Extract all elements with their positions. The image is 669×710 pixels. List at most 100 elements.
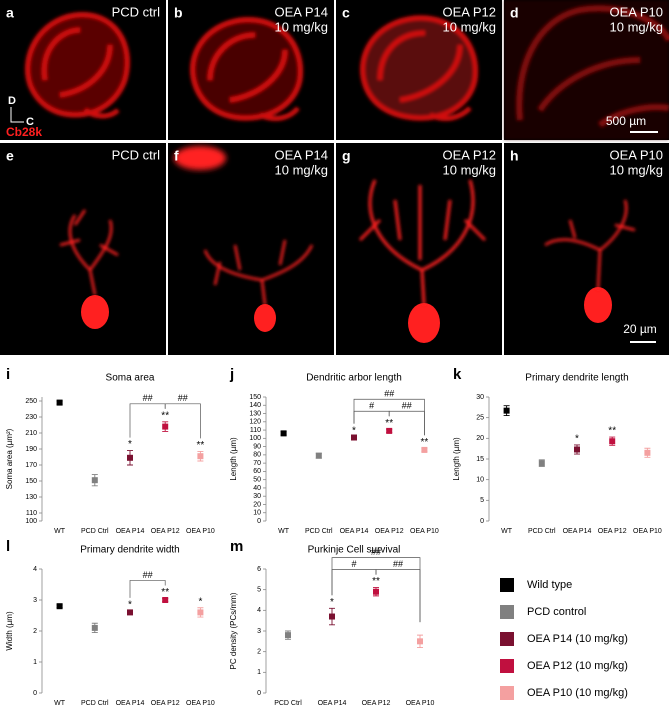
x-tick-label: OEA P10 bbox=[410, 528, 439, 535]
legend-label: OEA P14 (10 mg/kg) bbox=[527, 633, 628, 645]
scale-bar-label: 20 µm bbox=[623, 322, 657, 336]
y-tick-label: 15 bbox=[476, 456, 484, 463]
legend-label: Wild type bbox=[527, 579, 572, 591]
x-tick-label: WT bbox=[54, 700, 66, 707]
panel-label: 10 mg/kg bbox=[443, 19, 496, 34]
panel-label: OEA P14 bbox=[275, 147, 328, 162]
chart-title: Primary dendrite length bbox=[525, 373, 628, 384]
panel-letter: c bbox=[342, 5, 350, 21]
data-point bbox=[280, 430, 287, 437]
y-tick-label: 3 bbox=[257, 628, 261, 635]
legend-swatch bbox=[500, 605, 514, 619]
data-point bbox=[197, 453, 204, 460]
y-axis-label: PC density (PCs/mm) bbox=[229, 592, 238, 669]
y-axis-label: Soma area (µm²) bbox=[5, 428, 14, 489]
y-tick-label: 250 bbox=[25, 398, 37, 405]
data-point bbox=[386, 427, 393, 434]
significance-star: * bbox=[128, 439, 132, 450]
panel-label: OEA P10 bbox=[610, 147, 663, 162]
y-tick-label: 140 bbox=[249, 402, 261, 409]
panel-letter: i bbox=[6, 366, 10, 383]
y-tick-label: 130 bbox=[25, 494, 37, 501]
data-point bbox=[417, 638, 423, 645]
panel-letter: f bbox=[174, 148, 179, 164]
y-tick-label: 4 bbox=[33, 566, 37, 573]
y-tick-label: 25 bbox=[476, 415, 484, 422]
y-tick-label: 80 bbox=[253, 452, 261, 459]
panel-letter: a bbox=[6, 5, 14, 21]
x-tick-label: PCD Ctrl bbox=[81, 528, 109, 535]
panel-label: 10 mg/kg bbox=[610, 162, 663, 177]
significance-star: ** bbox=[372, 576, 380, 587]
data-point bbox=[91, 624, 98, 631]
y-tick-label: 120 bbox=[249, 419, 261, 426]
significance-star: ** bbox=[421, 437, 429, 448]
y-tick-label: 100 bbox=[25, 518, 37, 525]
y-tick-label: 5 bbox=[480, 497, 484, 504]
x-tick-label: PCD Ctrl bbox=[81, 700, 109, 707]
y-tick-label: 4 bbox=[257, 607, 261, 614]
significance-bracket bbox=[164, 403, 201, 439]
chart-title: Dendritic arbor length bbox=[306, 373, 402, 384]
x-tick-label: PCD Ctrl bbox=[274, 700, 302, 707]
y-tick-label: 110 bbox=[26, 510, 37, 517]
data-point bbox=[91, 477, 98, 484]
y-tick-label: 0 bbox=[33, 690, 37, 697]
data-point bbox=[574, 446, 580, 453]
data-point bbox=[56, 603, 63, 610]
y-tick-label: 5 bbox=[257, 587, 261, 594]
y-tick-label: 30 bbox=[476, 394, 484, 401]
x-tick-label: OEA P10 bbox=[186, 528, 215, 535]
x-tick-label: OEA P12 bbox=[151, 700, 180, 707]
significance-star: ** bbox=[385, 418, 393, 429]
y-axis-label: Width (µm) bbox=[5, 611, 14, 651]
significance-label: ## bbox=[143, 570, 153, 580]
x-tick-label: OEA P12 bbox=[375, 528, 404, 535]
x-tick-label: OEA P12 bbox=[362, 700, 391, 707]
legend-swatch bbox=[500, 578, 514, 592]
y-tick-label: 30 bbox=[253, 493, 261, 500]
y-tick-label: 10 bbox=[476, 477, 484, 484]
x-tick-label: OEA P12 bbox=[151, 528, 180, 535]
panel-label: 10 mg/kg bbox=[610, 19, 663, 34]
panel-letter: k bbox=[453, 366, 462, 383]
x-tick-label: PCD Ctrl bbox=[528, 528, 556, 535]
data-point bbox=[315, 452, 322, 459]
panel-label: 10 mg/kg bbox=[275, 19, 328, 34]
legend-label: OEA P10 (10 mg/kg) bbox=[527, 687, 628, 699]
x-tick-label: PCD Ctrl bbox=[305, 528, 333, 535]
panel-label: OEA P12 bbox=[443, 147, 496, 162]
significance-label: ## bbox=[371, 547, 381, 557]
legend-label: PCD control bbox=[527, 606, 586, 618]
x-tick-label: OEA P10 bbox=[406, 700, 435, 707]
significance-star: * bbox=[575, 434, 579, 445]
y-axis-label: Length (µm) bbox=[229, 437, 238, 481]
data-point bbox=[351, 434, 357, 441]
data-point bbox=[162, 597, 169, 603]
data-point bbox=[285, 632, 291, 639]
y-tick-label: 20 bbox=[476, 435, 484, 442]
data-point bbox=[503, 407, 510, 414]
y-tick-label: 60 bbox=[253, 468, 261, 475]
y-tick-label: 110 bbox=[250, 427, 261, 434]
x-tick-label: WT bbox=[54, 528, 66, 535]
legend-label: OEA P12 (10 mg/kg) bbox=[527, 660, 628, 672]
y-tick-label: 150 bbox=[249, 394, 261, 401]
panel-letter: e bbox=[6, 148, 14, 164]
y-tick-label: 1 bbox=[257, 669, 261, 676]
panel-letter: h bbox=[510, 148, 519, 164]
y-tick-label: 50 bbox=[253, 477, 261, 484]
data-point bbox=[421, 446, 428, 453]
significance-label: ## bbox=[402, 401, 412, 411]
scale-bars: 500 µm 20 µm bbox=[606, 114, 658, 343]
significance-bracket bbox=[388, 410, 425, 436]
legend-swatch bbox=[500, 659, 514, 673]
significance-star: * bbox=[330, 597, 334, 608]
orientation: D C Cb28k bbox=[6, 95, 42, 139]
significance-label: ## bbox=[393, 559, 403, 569]
y-tick-label: 40 bbox=[253, 485, 261, 492]
panel-letter: d bbox=[510, 5, 519, 21]
orientation-label: C bbox=[26, 116, 34, 128]
y-tick-label: 10 bbox=[253, 510, 261, 517]
chart-title: Purkinje Cell survival bbox=[308, 545, 401, 556]
